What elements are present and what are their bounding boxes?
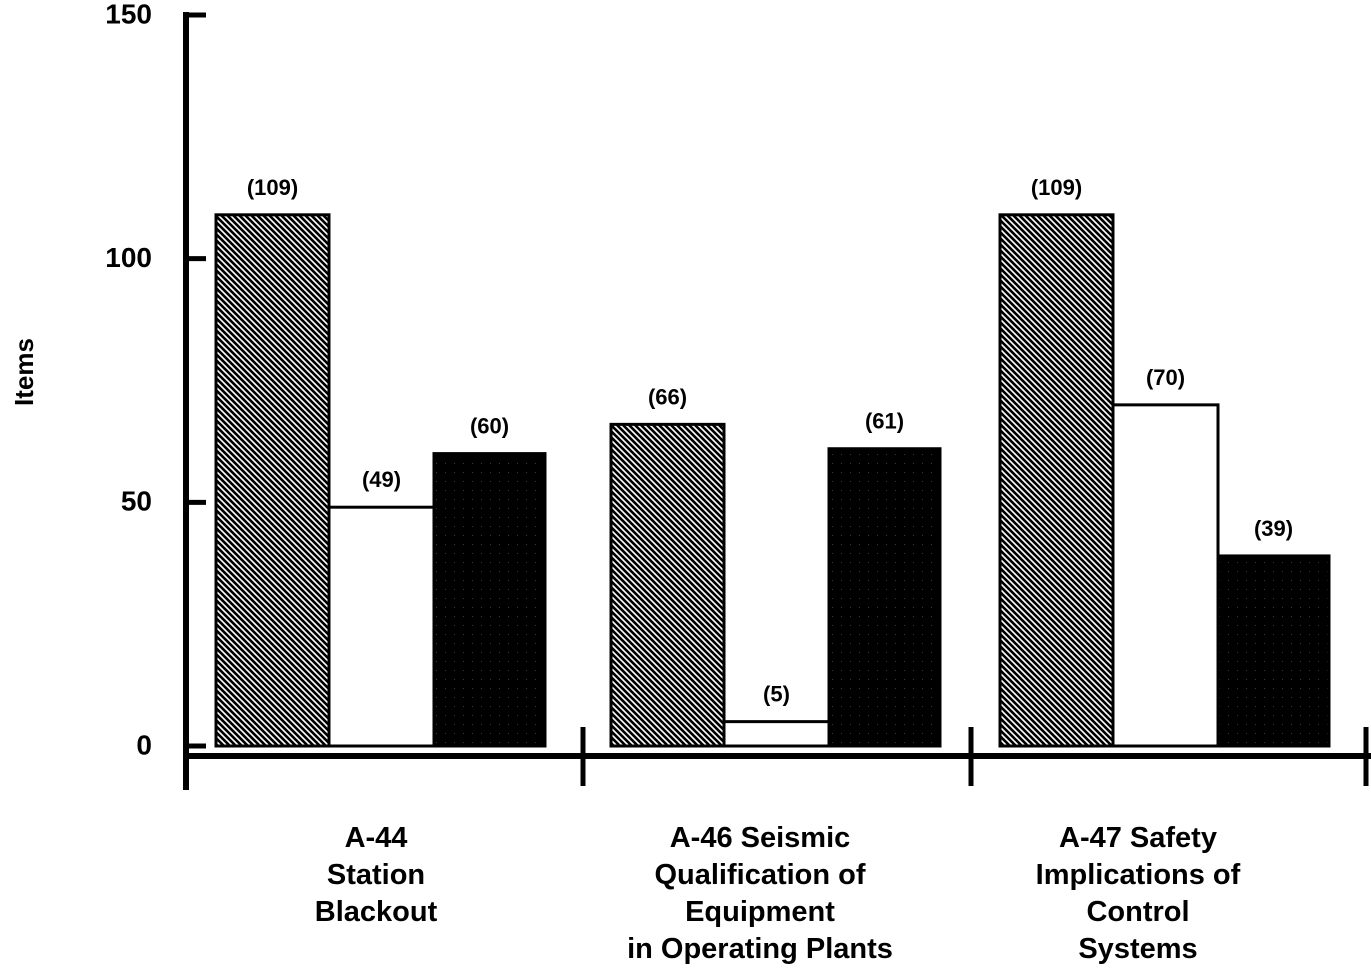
y-axis: 0 50 100 150 (105, 0, 206, 790)
category-label: Blackout (315, 896, 438, 928)
category-label: Control (1086, 896, 1189, 928)
bar-value-label: (5) (763, 682, 790, 707)
bar (827, 447, 942, 748)
bar-value-label: (60) (470, 414, 509, 439)
bars (214, 213, 1331, 748)
bar (998, 213, 1115, 748)
y-tick-label: 0 (136, 729, 152, 760)
bar (609, 422, 726, 748)
y-axis-title: Items (9, 338, 39, 406)
value-labels: (109) (49) (60) (66) (5) (61) (109) (70) (39) (247, 175, 1293, 707)
category-label: Implications of (1036, 859, 1241, 891)
category-label: Systems (1078, 933, 1197, 965)
bar-value-label: (49) (362, 467, 401, 492)
bar (722, 720, 831, 748)
bar (327, 505, 436, 748)
category-labels: A-44 Station Blackout A-46 Seismic Qualifica… (315, 822, 1241, 965)
category-label: Qualification of (654, 859, 865, 891)
category-label: A-47 Safety (1059, 822, 1217, 854)
bar-value-label: (109) (1031, 175, 1082, 200)
bar (214, 213, 331, 748)
x-axis (183, 727, 1371, 786)
category-label: Equipment (685, 896, 835, 928)
y-tick-label: 50 (121, 486, 152, 517)
bar-value-label: (39) (1254, 516, 1293, 541)
y-tick-label: 150 (105, 0, 152, 29)
bar (432, 452, 547, 748)
bar-value-label: (109) (247, 175, 298, 200)
category-label: A-44 (345, 822, 408, 854)
bar-value-label: (66) (648, 384, 687, 409)
bar (1111, 403, 1220, 748)
bar (1216, 554, 1331, 748)
bar-value-label: (70) (1146, 365, 1185, 390)
category-label: A-46 Seismic (670, 822, 851, 854)
category-label: in Operating Plants (627, 933, 893, 965)
y-tick-label: 100 (105, 242, 152, 273)
bar-value-label: (61) (865, 409, 904, 434)
category-label: Station (327, 859, 425, 891)
